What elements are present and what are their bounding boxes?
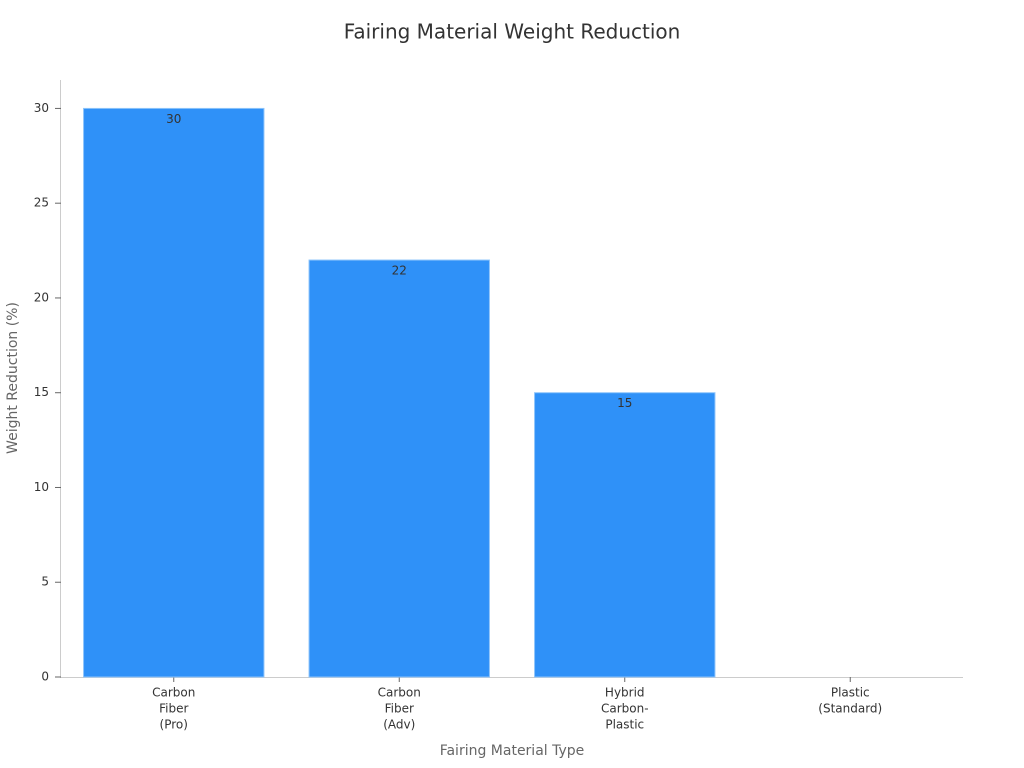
y-tick-label: 0 <box>41 670 49 684</box>
x-tick-label: Carbon- <box>601 702 649 716</box>
x-tick-label: (Standard) <box>818 702 882 716</box>
bar <box>83 107 265 678</box>
x-axis-label: Fairing Material Type <box>440 743 585 759</box>
y-tick-label: 30 <box>34 101 49 115</box>
x-tick-label: (Pro) <box>160 718 188 732</box>
x-tick-label: Fiber <box>385 702 414 716</box>
y-tick-label: 15 <box>34 385 49 399</box>
chart-title: Fairing Material Weight Reduction <box>344 20 681 44</box>
x-tick-label: Fiber <box>159 702 188 716</box>
x-tick-label: Hybrid <box>605 686 645 700</box>
x-tick-label: Carbon <box>152 686 195 700</box>
bar <box>534 392 716 678</box>
y-tick-label: 25 <box>34 196 49 210</box>
x-tick-label: Plastic <box>605 718 644 732</box>
value-label: 30 <box>166 112 181 126</box>
x-tick-label: (Adv) <box>383 718 415 732</box>
y-axis-label: Weight Reduction (%) <box>5 302 21 454</box>
value-label: 22 <box>392 264 407 278</box>
x-tick-label: Plastic <box>831 686 870 700</box>
bar <box>308 259 490 678</box>
y-tick-label: 5 <box>41 575 49 589</box>
value-label: 15 <box>617 396 632 410</box>
x-tick-label: Carbon <box>378 686 421 700</box>
y-tick-label: 20 <box>34 290 49 304</box>
y-tick-label: 10 <box>34 480 49 494</box>
